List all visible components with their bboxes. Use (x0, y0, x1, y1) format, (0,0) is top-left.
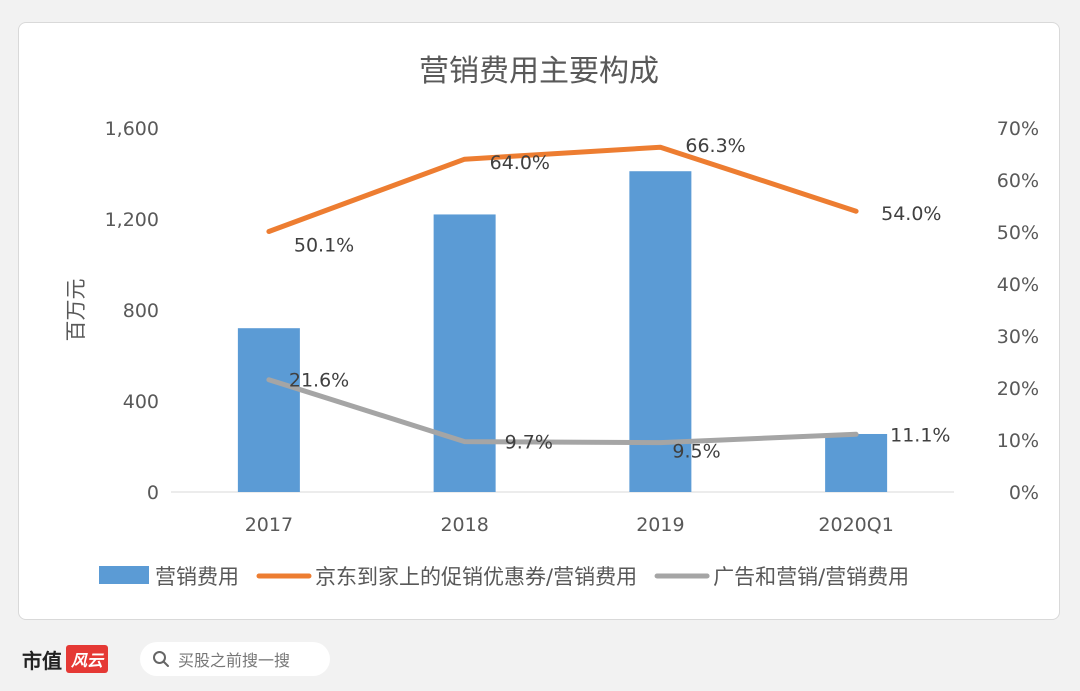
marketing-expense-chart: 营销费用主要构成 0 400 800 1,200 1,600 0% 10% 20% 30% 40% 5… (64, 54, 1039, 589)
legend-label: 广告和营销/营销费用 (713, 565, 909, 589)
search-icon (153, 651, 169, 667)
y-left-tick-label: 1,200 (105, 209, 159, 231)
bar-marketing-expense (433, 214, 496, 492)
brand-logo[interactable]: 市值 风云 (22, 642, 109, 676)
bar-marketing-expense (629, 171, 692, 492)
chart-card: 营销费用主要构成 0 400 800 1,200 1,600 0% 10% 20% 30% 40% 5… (18, 22, 1060, 620)
x-tick-label: 2020Q1 (818, 514, 893, 536)
data-label: 21.6% (289, 370, 349, 392)
legend-label: 京东到家上的促销优惠券/营销费用 (315, 565, 637, 589)
y-right-tick-label: 0% (1009, 482, 1039, 504)
y-right-tick-label: 10% (997, 430, 1039, 452)
y-right-tick-label: 70% (997, 118, 1039, 140)
footer-bar: 市值 风云 买股之前搜一搜 (0, 630, 1080, 691)
y-left-tick-label: 0 (147, 482, 159, 504)
y-left-tick-label: 400 (123, 391, 159, 413)
line-coupon-ratio (266, 144, 859, 234)
data-label: 11.1% (890, 424, 950, 446)
data-label: 50.1% (294, 234, 354, 256)
brand-name: 市值 (22, 648, 62, 673)
y-right-tick-label: 30% (997, 326, 1039, 348)
legend-label: 营销费用 (155, 565, 239, 589)
brand-mark: 风云 (66, 645, 109, 673)
y-left-tick-label: 1,600 (105, 118, 159, 140)
data-label: 64.0% (490, 152, 550, 174)
y-left-tick-label: 800 (123, 300, 159, 322)
data-label: 9.7% (505, 432, 553, 454)
chart-title: 营销费用主要构成 (419, 54, 659, 89)
bar-marketing-expense (237, 328, 300, 492)
y-right-tick-label: 50% (997, 222, 1039, 244)
x-tick-label: 2019 (636, 514, 684, 536)
x-tick-label: 2018 (440, 514, 488, 536)
data-label: 66.3% (685, 135, 745, 157)
search-button[interactable]: 买股之前搜一搜 (140, 642, 330, 676)
y-right-tick-label: 20% (997, 378, 1039, 400)
y-left-axis-label: 百万元 (64, 279, 88, 342)
bar-marketing-expense (825, 433, 888, 492)
y-right-tick-label: 40% (997, 274, 1039, 296)
data-label: 9.5% (672, 441, 720, 463)
line-advertising-ratio (266, 377, 859, 446)
y-right-tick-label: 60% (997, 170, 1039, 192)
data-label: 54.0% (881, 203, 941, 225)
x-tick-label: 2017 (245, 514, 293, 536)
legend-swatch-bar (99, 566, 149, 584)
search-placeholder: 买股之前搜一搜 (178, 651, 291, 670)
